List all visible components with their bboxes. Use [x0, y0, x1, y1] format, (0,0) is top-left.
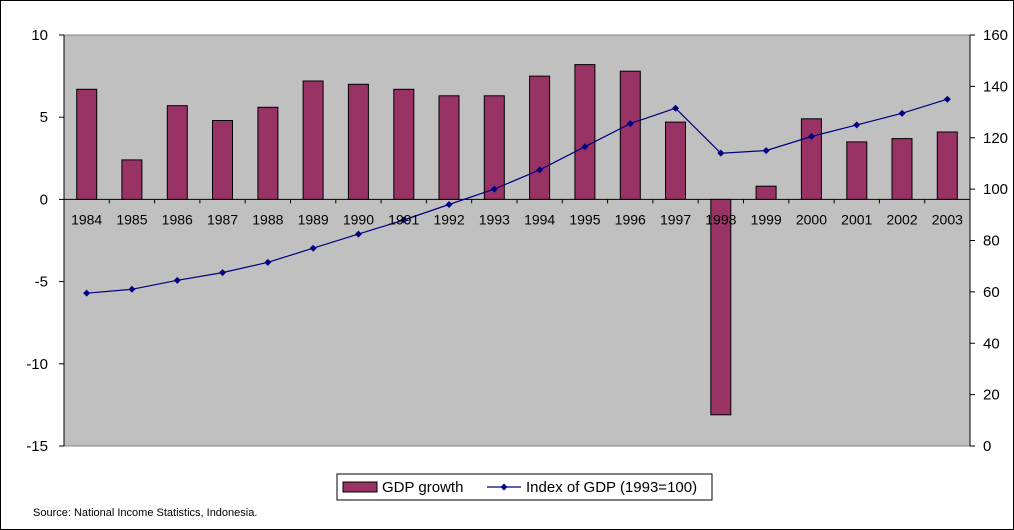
right-tick-label: 80	[983, 233, 1000, 250]
left-tick-label: -10	[26, 356, 48, 373]
right-tick-label: 160	[983, 27, 1008, 44]
index-point-2003	[943, 95, 951, 103]
source-note: Source: National Income Statistics, Indo…	[33, 507, 258, 519]
gdp-index-series	[83, 95, 951, 297]
right-tick-label: 20	[983, 387, 1000, 404]
right-tick-label: 100	[983, 181, 1008, 198]
index-point-2002	[898, 109, 906, 117]
category-label-1995: 1995	[569, 211, 600, 227]
bar-1993	[483, 95, 505, 200]
index-point-1996	[626, 120, 634, 128]
bar-1988	[257, 106, 279, 200]
category-label-1999: 1999	[751, 211, 782, 227]
right-tick-label: 120	[983, 130, 1008, 147]
left-tick-label: 10	[31, 27, 48, 44]
right-tick-label: 60	[983, 284, 1000, 301]
index-point-1984	[83, 289, 91, 297]
index-point-1986	[173, 276, 181, 284]
bar-2003	[936, 131, 958, 200]
legend-swatch-gdp-growth	[342, 481, 378, 493]
bar-1996	[619, 70, 641, 200]
index-point-1999	[762, 147, 770, 155]
bar-2002	[891, 138, 913, 200]
index-point-1990	[354, 230, 362, 238]
category-labels: 1984 1985 1986 1987 1988 1989 1990 1991 1992 1993…	[63, 199, 963, 227]
category-label-1996: 1996	[615, 211, 646, 227]
index-point-1987	[219, 269, 227, 277]
index-point-2001	[853, 121, 861, 129]
gdp-index-line	[86, 98, 948, 294]
index-point-1992	[445, 201, 453, 209]
legend-marker-gdp-index	[500, 483, 508, 491]
category-label-1985: 1985	[116, 211, 147, 227]
category-label-1991: 1991	[388, 211, 419, 227]
left-tick-label: -15	[26, 438, 48, 455]
category-label-1994: 1994	[524, 211, 555, 227]
category-label-1993: 1993	[479, 211, 510, 227]
index-point-1997	[672, 104, 680, 112]
bar-1990	[347, 83, 369, 200]
plot-area	[63, 34, 971, 447]
bar-1995	[574, 64, 596, 200]
category-label-1990: 1990	[343, 211, 374, 227]
index-point-1991	[400, 216, 408, 224]
category-label-2002: 2002	[886, 211, 917, 227]
left-tick-label: -5	[35, 274, 48, 291]
category-label-1989: 1989	[298, 211, 329, 227]
bar-1997	[665, 121, 686, 200]
bar-1989	[302, 80, 324, 200]
bar-1986	[166, 105, 188, 200]
category-label-1998: 1998	[705, 211, 736, 227]
left-tick-label: 0	[40, 191, 48, 208]
bar-1991	[393, 88, 415, 200]
right-tick-label: 40	[983, 335, 1000, 352]
bar-1992	[438, 95, 460, 200]
left-axis: 10 5 0 -5 -10 -15	[26, 27, 65, 455]
index-point-2000	[807, 132, 815, 140]
right-tick-label: 0	[983, 438, 991, 455]
index-point-1989	[309, 244, 317, 252]
index-point-1993	[490, 185, 498, 193]
bar-2001	[846, 141, 868, 200]
index-point-1988	[264, 258, 272, 266]
bar-1987	[212, 120, 233, 200]
index-point-1994	[536, 166, 544, 174]
category-label-1984: 1984	[71, 211, 102, 227]
legend: GDP growth Index of GDP (1993=100)	[336, 473, 713, 501]
category-label-1986: 1986	[162, 211, 193, 227]
index-point-1985	[128, 285, 136, 293]
legend-box	[336, 473, 713, 501]
category-label-1987: 1987	[207, 211, 238, 227]
bar-1994	[529, 75, 551, 200]
right-axis: 160 140 120 100 80 60 40 20 0	[969, 27, 1008, 455]
bar-1984	[76, 88, 98, 200]
category-label-1992: 1992	[433, 211, 464, 227]
index-point-1998	[717, 149, 725, 157]
bar-1999	[755, 185, 777, 200]
index-point-1995	[581, 143, 589, 151]
category-label-2003: 2003	[932, 211, 963, 227]
category-label-1988: 1988	[252, 211, 283, 227]
category-label-1997: 1997	[660, 211, 691, 227]
left-tick-label: 5	[40, 109, 48, 126]
right-tick-label: 140	[983, 78, 1008, 95]
bar-1985	[121, 159, 143, 200]
bar-2000	[800, 118, 822, 200]
legend-label-gdp-growth: GDP growth	[382, 479, 463, 496]
legend-label-gdp-index: Index of GDP (1993=100)	[526, 479, 697, 496]
bar-1998	[710, 198, 732, 416]
gdp-growth-bars	[76, 64, 958, 416]
category-label-2001: 2001	[841, 211, 872, 227]
category-label-2000: 2000	[796, 211, 827, 227]
